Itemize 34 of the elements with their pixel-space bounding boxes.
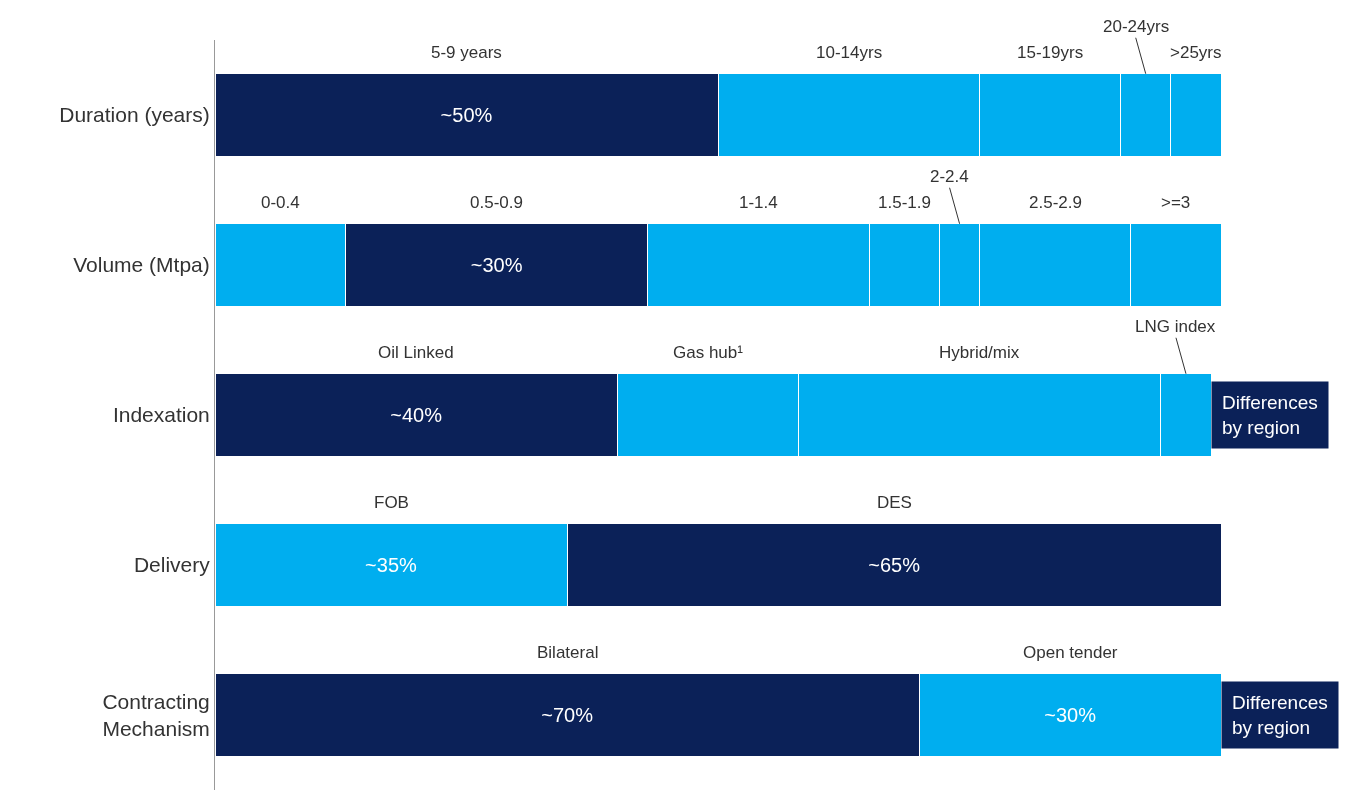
text: LNG index: [1135, 317, 1216, 336]
data-label: ~30%: [1044, 704, 1097, 726]
y-tick-label: Duration (years): [59, 103, 210, 127]
series-label: Oil Linked: [378, 343, 454, 362]
series-label: 15-19yrs: [1017, 43, 1084, 62]
text: Differences by region: [1222, 392, 1318, 438]
data-label: ~70%: [541, 704, 594, 726]
text: 20-24yrs: [1103, 17, 1170, 36]
data-label: ~40%: [390, 404, 443, 426]
series-label: >25yrs: [1170, 43, 1222, 62]
y-tick-label: Indexation: [112, 403, 210, 427]
series-label: DES: [877, 493, 912, 512]
series-label: 5-9 years: [431, 43, 502, 62]
series-label: 0-0.4: [261, 193, 300, 212]
y-tick-label: Contracting Mechanism: [102, 689, 210, 740]
series-label: 10-14yrs: [816, 43, 883, 62]
series-label: Bilateral: [537, 643, 599, 662]
series-label: 1-1.4: [739, 193, 778, 212]
data-label: ~30%: [470, 254, 523, 276]
series-label: 1.5-1.9: [878, 193, 931, 212]
y-tick-label: Delivery: [133, 553, 211, 577]
data-label: ~50%: [440, 104, 493, 126]
text: Differences by region: [1232, 692, 1328, 738]
series-label: 0.5-0.9: [470, 193, 523, 212]
series-label: Gas hub¹: [673, 343, 744, 362]
series-label: Open tender: [1023, 643, 1118, 662]
data-label: ~65%: [868, 554, 921, 576]
data-label: ~35%: [365, 554, 418, 576]
series-label: >=3: [1161, 193, 1191, 212]
y-tick-label: Volume (Mtpa): [73, 253, 210, 277]
text: 2-2.4: [930, 167, 969, 186]
series-label: Hybrid/mix: [939, 343, 1020, 362]
series-label: FOB: [374, 493, 409, 512]
series-label: 2.5-2.9: [1029, 193, 1082, 212]
